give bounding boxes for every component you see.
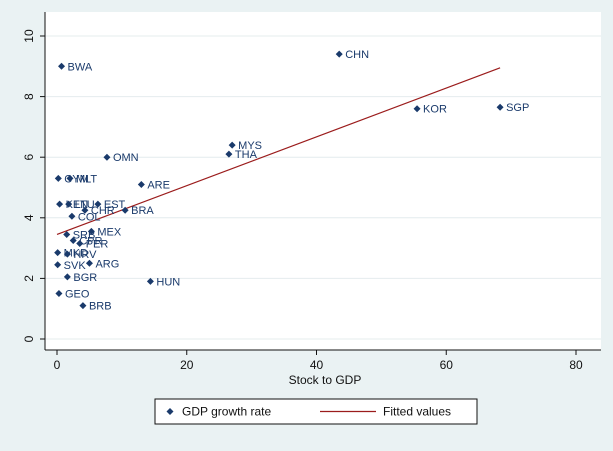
point-ltu — [65, 200, 73, 208]
point-kor — [413, 105, 421, 113]
point-omn — [103, 153, 111, 161]
point-col — [68, 212, 76, 220]
point-per — [76, 240, 84, 248]
point-label-svk: SVK — [64, 260, 87, 272]
point-label-col: COL — [78, 211, 101, 223]
point-label-hrv: HRV — [73, 249, 97, 261]
y-tick-label-6: 6 — [22, 154, 36, 161]
legend-box — [154, 398, 478, 425]
point-cym — [54, 174, 62, 182]
point-chn — [335, 50, 343, 58]
point-bra — [121, 206, 129, 214]
point-label-bwa: BWA — [68, 61, 93, 73]
point-label-srb: SRB — [73, 229, 96, 241]
point-bwa — [58, 62, 66, 70]
point-ken — [56, 200, 64, 208]
point-label-cym: CYM — [64, 173, 88, 185]
point-label-omn: OMN — [113, 152, 139, 164]
y-tick-label-2: 2 — [22, 275, 36, 282]
x-tick-label-40: 40 — [310, 358, 324, 372]
point-cpr — [69, 237, 77, 245]
point-label-mkd: MKD — [64, 248, 89, 260]
y-tick-label-10: 10 — [22, 29, 36, 43]
legend-marker-gdp-growth-rate — [166, 408, 174, 415]
fit-line-layer — [56, 67, 501, 236]
y-tick-label-4: 4 — [22, 214, 36, 221]
fitted-values-line — [56, 67, 501, 236]
point-sgp — [496, 103, 504, 111]
point-label-mex: MEX — [97, 226, 122, 238]
point-label-geo: GEO — [65, 289, 90, 301]
point-chr — [81, 206, 89, 214]
point-mkd — [54, 249, 62, 257]
point-svk — [54, 261, 62, 269]
point-label-ken: KEN — [66, 199, 89, 211]
point-label-est: EST — [104, 199, 126, 211]
legend: GDP growth rate Fitted values — [154, 398, 478, 425]
point-label-chn: CHN — [345, 49, 369, 61]
point-label-per: PER — [86, 239, 109, 251]
legend-label-gdp-growth-rate: GDP growth rate — [182, 405, 271, 419]
point-label-tha: THA — [235, 149, 258, 161]
point-label-mys: MYS — [238, 140, 262, 152]
point-mex — [87, 227, 95, 235]
gridlines — [45, 35, 601, 340]
point-label-hun: HUN — [156, 276, 180, 288]
point-label-chr: CHR — [91, 205, 115, 217]
point-label-sgp: SGP — [506, 102, 529, 114]
point-label-ltu: LTU — [75, 199, 95, 211]
x-axis-title: Stock to GDP — [289, 373, 362, 387]
point-bgr — [63, 273, 71, 281]
point-label-kor: KOR — [423, 104, 447, 116]
point-label-brb: BRB — [89, 301, 112, 313]
point-mlt — [66, 174, 74, 182]
point-srb — [63, 230, 71, 238]
x-tick-label-60: 60 — [440, 358, 454, 372]
point-label-bgr: BGR — [73, 272, 97, 284]
point-label-bra: BRA — [131, 205, 154, 217]
point-hrv — [63, 250, 71, 258]
point-est — [94, 200, 102, 208]
x-tick-label-80: 80 — [569, 358, 583, 372]
point-label-cpr: CPR — [79, 236, 102, 248]
point-label-are: ARE — [147, 179, 170, 191]
point-brb — [79, 302, 87, 310]
point-geo — [55, 290, 63, 298]
point-hun — [146, 277, 154, 285]
axes: 0 2 4 6 8 10 0 20 40 60 80 — [22, 12, 601, 372]
legend-label-fitted-values: Fitted values — [383, 405, 451, 419]
y-tick-label-0: 0 — [22, 335, 36, 342]
point-arg — [85, 259, 93, 267]
point-are — [137, 180, 145, 188]
point-tha — [225, 150, 233, 158]
x-tick-label-0: 0 — [54, 358, 61, 372]
y-tick-label-8: 8 — [22, 93, 36, 100]
point-label-arg: ARG — [95, 258, 119, 270]
point-label-mlt: MLT — [76, 173, 97, 185]
x-tick-label-20: 20 — [180, 358, 194, 372]
plot-area — [45, 12, 601, 350]
point-mys — [228, 141, 236, 149]
